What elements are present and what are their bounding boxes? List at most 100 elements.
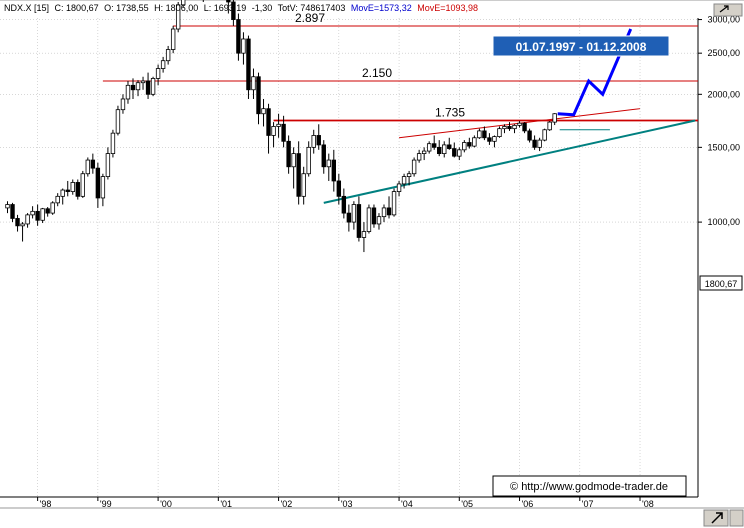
header-move-e2: MovE=1093,98: [417, 3, 478, 13]
candle-body: [391, 191, 397, 216]
date-range-text: 01.07.1997 - 01.12.2008: [516, 40, 647, 54]
candle-body: [346, 212, 352, 223]
candle-body: [145, 80, 151, 95]
candle-body: [532, 139, 537, 148]
candle-body: [231, 1, 236, 20]
x-tick-label: '03: [341, 499, 353, 509]
candle-body: [120, 98, 126, 111]
projection-layer: [557, 28, 633, 117]
x-tick-label: '08: [642, 499, 654, 509]
level-label: 2.897: [295, 11, 325, 25]
candle-body: [50, 202, 55, 214]
candle-body: [40, 208, 45, 221]
candle-body: [266, 108, 271, 136]
candle-body: [95, 167, 101, 199]
candle-body: [512, 124, 517, 130]
candle-body: [256, 76, 261, 115]
candle-body: [301, 173, 306, 197]
current-price-text: 1800,67: [705, 279, 738, 289]
candle-body: [341, 195, 347, 214]
candle-body: [241, 38, 246, 54]
candle-body: [70, 182, 75, 192]
arrow-up-right-icon: [711, 512, 723, 524]
y-tick-label: 2500,00: [707, 48, 740, 58]
candle-body: [426, 143, 432, 152]
candle-body: [286, 140, 291, 168]
candle-body: [517, 122, 522, 126]
candle-body: [261, 108, 266, 115]
x-tick-label: '01: [220, 499, 232, 509]
candle-body: [180, 0, 186, 6]
header-symbol: NDX.X [15]: [4, 3, 49, 13]
scroll-corner-buttons[interactable]: [703, 509, 744, 527]
candle-body: [431, 143, 437, 148]
candle-body: [527, 130, 532, 141]
date-range-badge: 01.07.1997 - 01.12.2008: [492, 35, 670, 57]
candle-body: [135, 82, 141, 91]
header-high: H: 1806,00: [154, 3, 198, 13]
top-corner-button[interactable]: [713, 3, 743, 17]
candle-body: [497, 128, 502, 138]
candle-body: [155, 68, 161, 79]
candle-body: [100, 176, 106, 199]
candle-body: [20, 223, 25, 227]
candle-body: [90, 159, 96, 169]
candle-body: [487, 137, 492, 142]
level-label: 1.735: [435, 106, 465, 120]
candle-body: [75, 182, 80, 197]
candle-body: [15, 218, 20, 227]
arrow-up-right-icon: [719, 5, 729, 13]
candle-body: [396, 183, 402, 192]
candle-body: [30, 210, 35, 216]
level-label: 2.150: [362, 66, 392, 80]
candle-body: [336, 180, 342, 197]
candle-body: [311, 135, 316, 148]
candle-body: [45, 208, 50, 214]
trend-line: [323, 119, 696, 204]
candle-body: [281, 123, 286, 142]
candle-body: [175, 4, 181, 30]
x-tick-label: '02: [281, 499, 293, 509]
candle-body: [406, 173, 412, 177]
candle-body: [507, 126, 512, 130]
candle-body: [326, 159, 331, 168]
candle-body: [140, 80, 146, 84]
level-lines: 2.897 2.150 1.735: [102, 11, 698, 122]
candle-body: [170, 28, 176, 50]
candle-body: [421, 150, 427, 154]
candle-body: [371, 207, 377, 225]
candle-body: [376, 216, 382, 225]
candle-body: [85, 159, 91, 175]
candle-body: [115, 109, 121, 134]
candle-body: [522, 122, 527, 132]
y-tick-label: 3000,00: [707, 15, 740, 25]
candle-body: [65, 189, 70, 192]
candle-body: [386, 207, 392, 216]
candle-body: [271, 126, 276, 136]
candle-body: [537, 139, 542, 148]
candles: [5, 0, 557, 253]
watermark-text: © http://www.godmode-trader.de: [510, 481, 668, 493]
candle-body: [316, 135, 321, 146]
candle-body: [10, 204, 15, 219]
candle-body: [35, 210, 40, 221]
candle-body: [105, 153, 111, 177]
header-move-e1: MovE=1573,32: [351, 3, 412, 13]
candle-body: [55, 195, 60, 204]
candle-body: [492, 136, 497, 142]
candle-body: [547, 121, 552, 131]
candle-body: [125, 84, 131, 100]
candle-body: [437, 146, 442, 154]
header-close: C: 1800,67: [55, 3, 99, 13]
candle-body: [457, 149, 462, 157]
candle-body: [165, 49, 171, 62]
header-change: -1,30: [252, 3, 273, 13]
projection-path: [557, 28, 633, 117]
x-tick-label: '05: [461, 499, 473, 509]
x-tick-label: '99: [100, 499, 112, 509]
candle-body: [291, 153, 296, 168]
candle-body: [331, 159, 336, 182]
candle-body: [472, 137, 477, 147]
x-tick-label: '04: [401, 499, 413, 509]
